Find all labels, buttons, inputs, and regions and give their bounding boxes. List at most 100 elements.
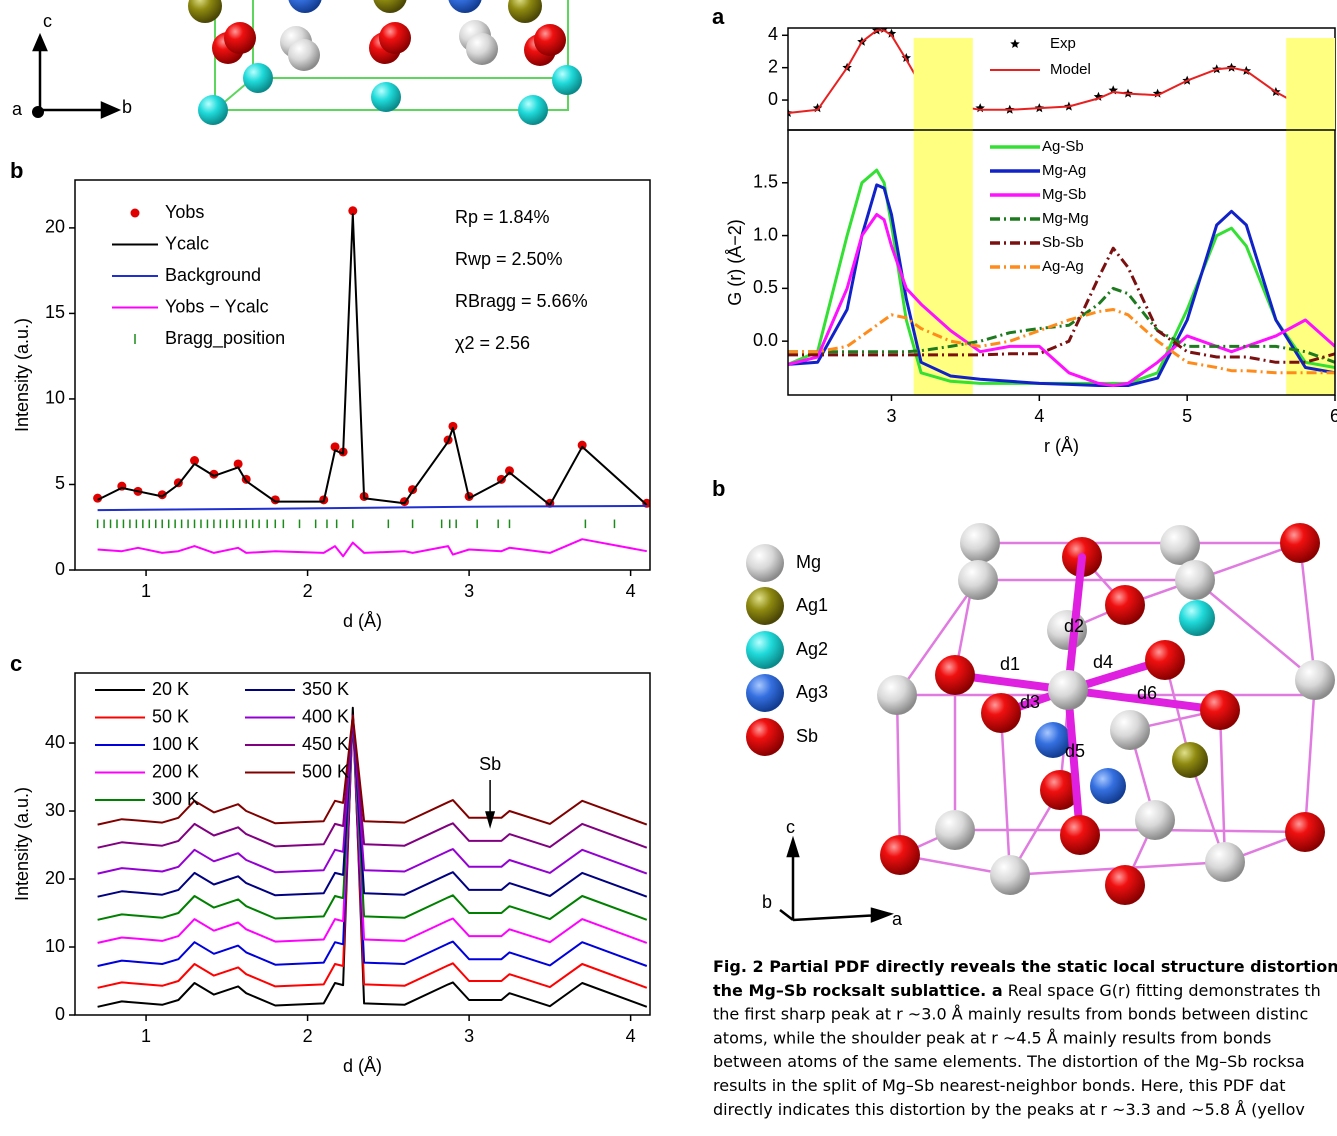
x-tick-label: 5 bbox=[1182, 406, 1192, 426]
data-line bbox=[788, 310, 1335, 373]
atom-legend: Ag1 bbox=[796, 595, 828, 615]
bond-label: d5 bbox=[1065, 741, 1085, 761]
legend-label: 500 K bbox=[302, 761, 349, 781]
panel-label: b bbox=[10, 158, 23, 183]
x-tick-label: 3 bbox=[464, 1026, 474, 1046]
x-tick-label: 1 bbox=[141, 1026, 151, 1046]
figure: c a b Mg Ag1 Ag2 Ag3 Sb d1 d2 d3 d4 d5 d… bbox=[0, 0, 1337, 1136]
caption-text: between atoms of the same elements. The … bbox=[713, 1052, 1305, 1071]
y-tick-label: 20 bbox=[45, 217, 65, 237]
x-axis-label: d (Å) bbox=[343, 1056, 382, 1076]
legend-label: 50 K bbox=[152, 706, 189, 726]
y-axis-label: Intensity (a.u.) bbox=[12, 318, 32, 432]
bond-label: d4 bbox=[1093, 652, 1113, 672]
y-tick-label: 0 bbox=[55, 559, 65, 579]
atom-legend: Sb bbox=[796, 726, 818, 746]
y-tick-label: 10 bbox=[45, 388, 65, 408]
fit-statistic: Rp = 1.84% bbox=[455, 207, 550, 227]
x-tick-label: 4 bbox=[626, 1026, 636, 1046]
plot-content bbox=[93, 206, 651, 556]
y-tick-label: 5 bbox=[55, 473, 65, 493]
x-tick-label: 4 bbox=[1034, 406, 1044, 426]
legend-label: Mg-Ag bbox=[1042, 162, 1086, 179]
axis-label: c bbox=[43, 11, 52, 31]
legend-label: Mg-Sb bbox=[1042, 186, 1086, 203]
axis-label: c bbox=[786, 817, 795, 837]
caption-text: the first sharp peak at r ~3.0 Å mainly … bbox=[713, 1004, 1308, 1023]
legend-label: Bragg_position bbox=[165, 328, 285, 349]
legend-label: 200 K bbox=[152, 761, 199, 781]
legend-label: Sb-Sb bbox=[1042, 234, 1084, 251]
y-tick-label: 0.5 bbox=[753, 277, 778, 297]
bond-label: d6 bbox=[1137, 683, 1157, 703]
legend-label: Yobs − Ycalc bbox=[165, 296, 269, 316]
axis-label: a bbox=[12, 99, 23, 119]
x-axis-label: r (Å) bbox=[1044, 436, 1079, 456]
legend-label: Yobs bbox=[165, 202, 204, 222]
x-tick-label: 3 bbox=[464, 581, 474, 601]
x-tick-label: 6 bbox=[1330, 406, 1337, 426]
x-tick-label: 4 bbox=[626, 581, 636, 601]
bond-label: d1 bbox=[1000, 654, 1020, 674]
caption-text: Real space G(r) fitting demonstrates th bbox=[1003, 980, 1321, 999]
caption-line: the first sharp peak at r ~3.0 Å mainly … bbox=[713, 1004, 1308, 1023]
x-tick-label: 2 bbox=[303, 581, 313, 601]
data-line bbox=[788, 288, 1335, 362]
fit-statistic: Rwp = 2.50% bbox=[455, 249, 563, 269]
y-tick-label: 1.5 bbox=[753, 172, 778, 192]
axis-label: a bbox=[892, 909, 903, 929]
caption-line: Fig. 2 Partial PDF directly reveals the … bbox=[713, 957, 1337, 976]
legend-label: 300 K bbox=[152, 789, 199, 809]
y-tick-label: 1.0 bbox=[753, 224, 778, 244]
caption-line: the Mg–Sb rocksalt sublattice. a Real sp… bbox=[713, 980, 1321, 999]
y-tick-label: 0 bbox=[768, 89, 778, 109]
y-tick-label: 10 bbox=[45, 936, 65, 956]
caption-line: atoms, while the shoulder peak at r ~4.5… bbox=[713, 1028, 1271, 1047]
y-tick-label: 4 bbox=[768, 24, 778, 44]
legend-label: Ag-Sb bbox=[1042, 138, 1084, 155]
legend-label: 350 K bbox=[302, 679, 349, 699]
panel-label: b bbox=[712, 476, 725, 501]
y-axis-label: Intensity (a.u.) bbox=[12, 787, 32, 901]
data-line bbox=[98, 506, 647, 510]
bond-label: d3 bbox=[1020, 692, 1040, 712]
caption-line: between atoms of the same elements. The … bbox=[713, 1052, 1305, 1071]
legend-label: 20 K bbox=[152, 679, 189, 699]
caption-bold: the Mg–Sb rocksalt sublattice. a bbox=[713, 980, 1003, 999]
y-tick-label: 15 bbox=[45, 302, 65, 322]
data-line bbox=[98, 214, 647, 505]
y-tick-label: 2 bbox=[768, 56, 778, 76]
x-tick-label: 2 bbox=[303, 1026, 313, 1046]
fit-statistic: χ2 = 2.56 bbox=[455, 333, 530, 353]
caption: Fig. 2 Partial PDF directly reveals the … bbox=[713, 957, 1337, 1119]
legend-symbol bbox=[1010, 39, 1020, 48]
annotation-arrow bbox=[486, 780, 494, 826]
fit-statistic: RBragg = 5.66% bbox=[455, 291, 588, 311]
y-tick-label: 30 bbox=[45, 800, 65, 820]
caption-line: results in the split of Mg–Sb nearest-ne… bbox=[713, 1076, 1286, 1095]
legend-label: Ycalc bbox=[165, 233, 209, 253]
panel-label: c bbox=[10, 651, 22, 676]
annotation: Sb bbox=[479, 754, 501, 774]
y-axis-label: G (r) (Å−2) bbox=[725, 219, 745, 306]
caption-text: atoms, while the shoulder peak at r ~4.5… bbox=[713, 1028, 1271, 1047]
x-axis-label: d (Å) bbox=[343, 611, 382, 631]
legend-symbol bbox=[131, 209, 140, 218]
y-tick-label: 40 bbox=[45, 732, 65, 752]
bond-label: d2 bbox=[1064, 616, 1084, 636]
data-line bbox=[98, 716, 647, 988]
y-tick-label: 20 bbox=[45, 868, 65, 888]
axis-label: b bbox=[762, 892, 772, 912]
x-tick-label: 3 bbox=[886, 406, 896, 426]
legend-label: Ag-Ag bbox=[1042, 258, 1084, 275]
atom-legend: Ag3 bbox=[796, 682, 828, 702]
structure-top: c a b bbox=[12, 0, 582, 125]
legend-label: 450 K bbox=[302, 734, 349, 754]
legend-label: Exp bbox=[1050, 35, 1076, 52]
page: {"panel_labels":["b","c","a","b"], "stru… bbox=[0, 0, 1337, 1136]
legend-label: 400 K bbox=[302, 706, 349, 726]
caption-line: directly indicates this distortion by th… bbox=[713, 1099, 1305, 1118]
atom-legend: Ag2 bbox=[796, 639, 828, 659]
legend-label: 100 K bbox=[152, 734, 199, 754]
caption-bold: Fig. 2 Partial PDF directly reveals the … bbox=[713, 957, 1337, 976]
